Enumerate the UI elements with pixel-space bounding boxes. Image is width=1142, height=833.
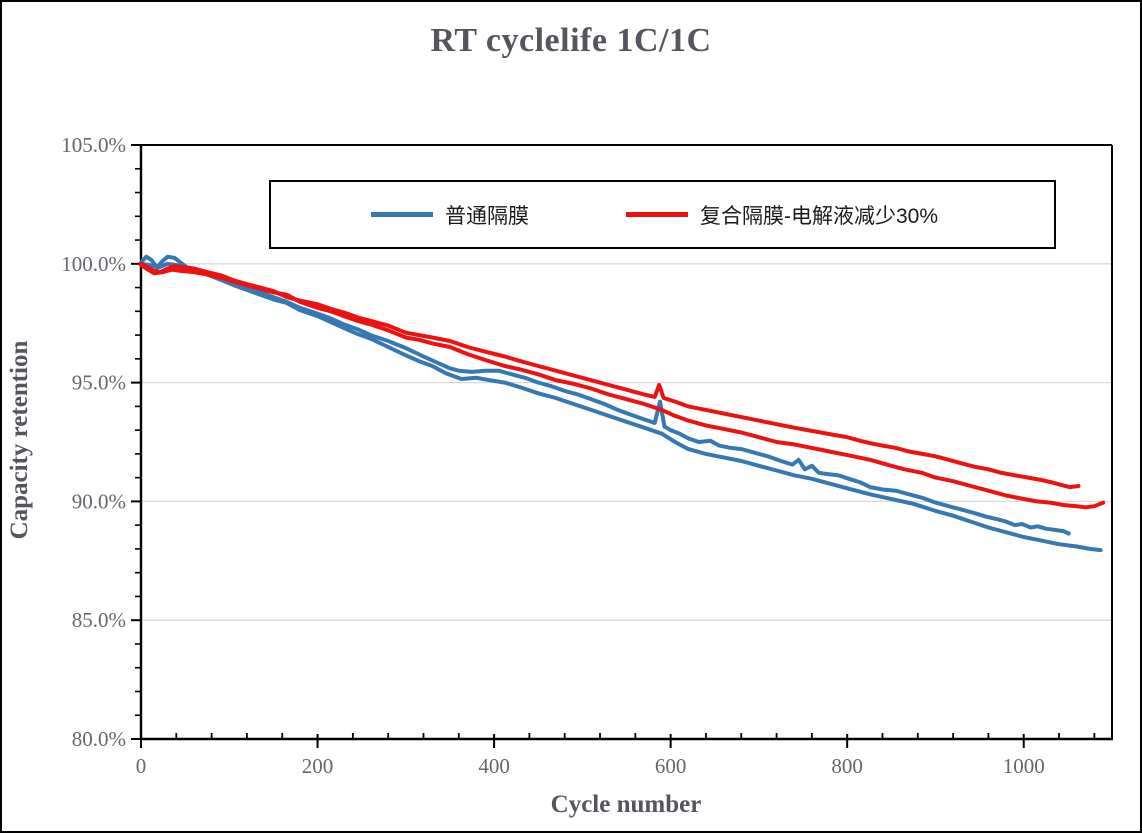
svg-text:90.0%: 90.0% xyxy=(72,489,126,513)
legend-label: 普通隔膜 xyxy=(445,204,529,228)
svg-text:800: 800 xyxy=(831,754,863,778)
y-axis-ticks: 105.0% 100.0% 95.0% 90.0% 85.0% 80.0% xyxy=(61,133,141,751)
legend-line-sample-blue xyxy=(371,212,433,217)
x-axis-ticks: 0 200 400 600 800 1000 xyxy=(136,733,1096,778)
legend-item-composite-separator: 复合隔膜-电解液减少30% xyxy=(626,182,938,247)
series-blue xyxy=(139,254,1103,553)
svg-text:600: 600 xyxy=(655,754,687,778)
series-red xyxy=(139,261,1106,510)
gridlines xyxy=(141,263,1112,621)
svg-text:1000: 1000 xyxy=(1003,754,1045,778)
svg-text:400: 400 xyxy=(478,754,510,778)
svg-text:100.0%: 100.0% xyxy=(61,252,126,276)
legend: 普通隔膜 复合隔膜-电解液减少30% xyxy=(269,180,1056,249)
svg-text:0: 0 xyxy=(136,754,147,778)
chart-title: RT cyclelife 1C/1C xyxy=(430,22,712,59)
legend-item-normal-separator: 普通隔膜 xyxy=(371,182,529,247)
legend-label: 复合隔膜-电解液减少30% xyxy=(700,204,939,228)
x-axis-title: Cycle number xyxy=(550,791,702,818)
svg-text:85.0%: 85.0% xyxy=(72,608,126,632)
svg-text:80.0%: 80.0% xyxy=(72,727,126,751)
svg-text:95.0%: 95.0% xyxy=(72,371,126,395)
svg-text:105.0%: 105.0% xyxy=(61,133,126,157)
plot-border xyxy=(141,144,1113,739)
axes xyxy=(139,144,1113,741)
legend-line-sample-red xyxy=(626,212,688,217)
svg-text:200: 200 xyxy=(302,754,334,778)
